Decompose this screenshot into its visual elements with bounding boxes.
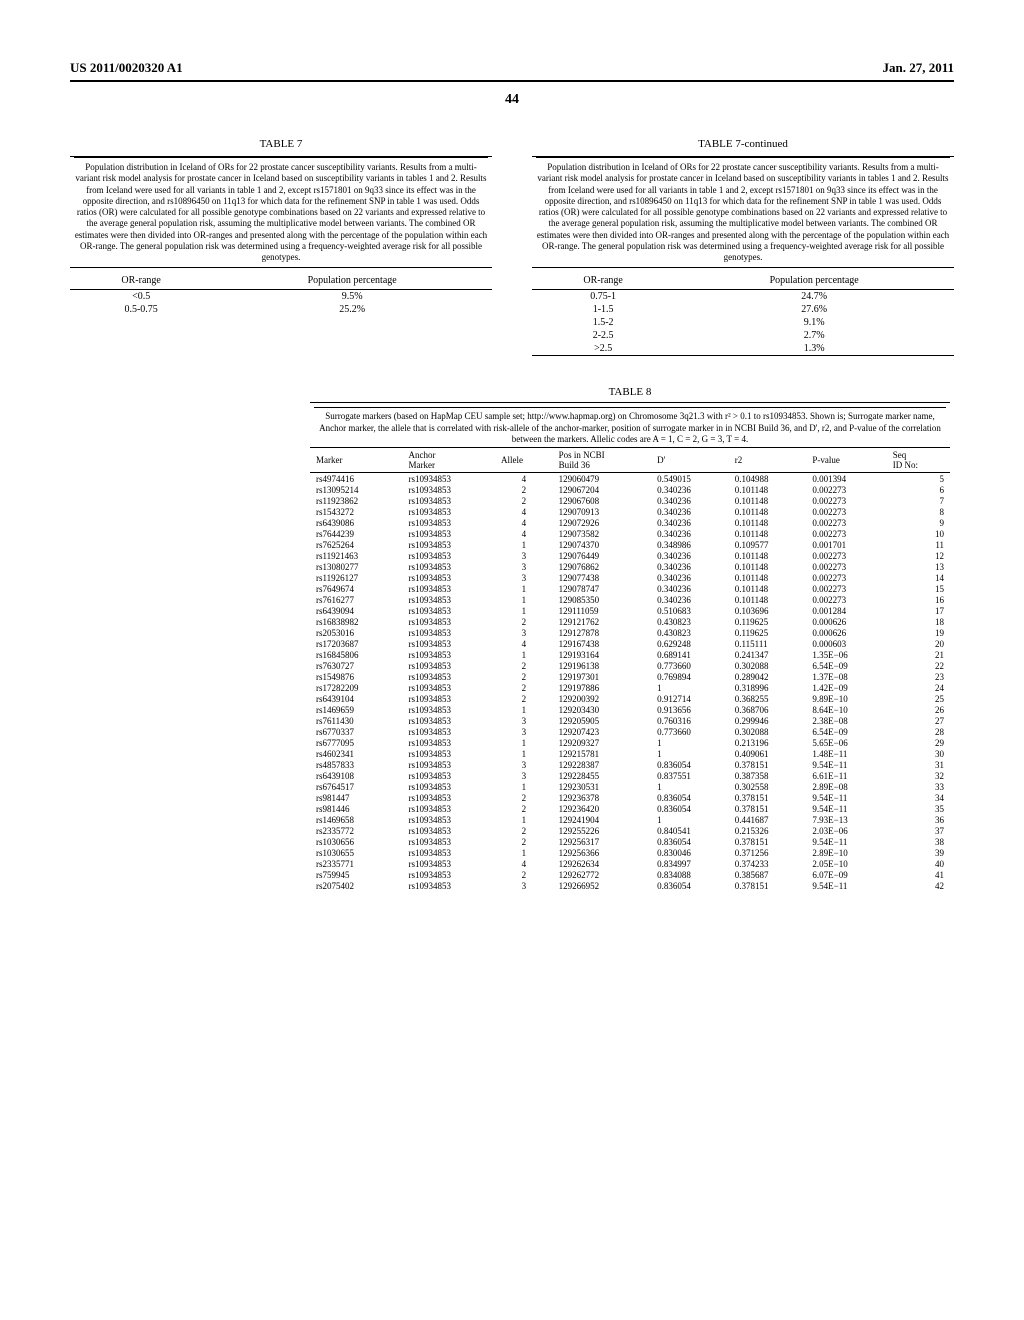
table-row: rs17282209rs10934853212919788610.3189961…: [310, 682, 950, 693]
table-row: 0.5-0.7525.2%: [70, 303, 492, 316]
table-row: rs11921463rs1093485331290764490.3402360.…: [310, 550, 950, 561]
table8-caption: Surrogate markers (based on HapMap CEU s…: [310, 402, 950, 448]
table-row: 1.5-29.1%: [532, 316, 954, 329]
table-row: rs6439104rs1093485321292003920.9127140.3…: [310, 693, 950, 704]
table-row: rs1549876rs1093485321291973010.7698940.2…: [310, 671, 950, 682]
table-row: rs17203687rs1093485341291674380.6292480.…: [310, 638, 950, 649]
table-row: rs759945rs1093485321292627720.8340880.38…: [310, 869, 950, 880]
table-row: rs2335771rs1093485341292626340.8349970.3…: [310, 858, 950, 869]
table-row: rs13080277rs1093485331290768620.3402360.…: [310, 561, 950, 572]
table-row: rs1469659rs1093485311292034300.9136560.3…: [310, 704, 950, 715]
table8-title: TABLE 8: [310, 386, 950, 398]
right-column: TABLE 7-continued Population distributio…: [532, 138, 954, 356]
table-row: rs981447rs1093485321292363780.8360540.37…: [310, 792, 950, 803]
table-row: rs2053016rs1093485331291278780.4308230.1…: [310, 627, 950, 638]
table7-caption-left: Population distribution in Iceland of OR…: [70, 156, 492, 268]
table-row: rs11923862rs1093485321290676080.3402360.…: [310, 495, 950, 506]
table-row: rs11926127rs1093485331290774380.3402360.…: [310, 572, 950, 583]
col-header: Allele: [495, 448, 553, 472]
table-row: rs16838982rs1093485321291217620.4308230.…: [310, 616, 950, 627]
col-header: SeqID No:: [887, 448, 950, 472]
col-header: AnchorMarker: [402, 448, 494, 472]
table-row: rs7625264rs1093485311290743700.3489860.1…: [310, 539, 950, 550]
table8: MarkerAnchorMarkerAllelePos in NCBIBuild…: [310, 448, 950, 891]
table-row: rs7649674rs1093485311290787470.3402360.1…: [310, 583, 950, 594]
table-row: rs6439086rs1093485341290729260.3402360.1…: [310, 517, 950, 528]
col-pop: Population percentage: [674, 272, 954, 289]
table-row: rs2335772rs1093485321292552260.8405410.2…: [310, 825, 950, 836]
table-row: rs4602341rs10934853112921578110.4090611.…: [310, 748, 950, 759]
table-row: rs6777095rs10934853112920932710.2131965.…: [310, 737, 950, 748]
table8-wrap: TABLE 8 Surrogate markers (based on HapM…: [310, 386, 950, 891]
col-header: Marker: [310, 448, 402, 472]
col-or: OR-range: [70, 272, 212, 289]
table-row: >2.51.3%: [532, 342, 954, 355]
table-row: rs6439094rs1093485311291110590.5106830.1…: [310, 605, 950, 616]
table7-title: TABLE 7: [70, 138, 492, 150]
table-row: 2-2.52.7%: [532, 329, 954, 342]
col-or: OR-range: [532, 272, 674, 289]
left-column: TABLE 7 Population distribution in Icela…: [70, 138, 492, 356]
pub-number: US 2011/0020320 A1: [70, 60, 183, 76]
col-header: P-value: [806, 448, 886, 472]
table-row: 0.75-124.7%: [532, 290, 954, 304]
table-row: rs7630727rs1093485321291961380.7736600.3…: [310, 660, 950, 671]
table7-caption-right: Population distribution in Iceland of OR…: [532, 156, 954, 268]
col-header: Pos in NCBIBuild 36: [553, 448, 651, 472]
table7-left: OR-range Population percentage <0.59.5%0…: [70, 272, 492, 316]
table7-title-cont: TABLE 7-continued: [532, 138, 954, 150]
table-row: rs1469658rs10934853112924190410.4416877.…: [310, 814, 950, 825]
table-row: rs7644239rs1093485341290735820.3402360.1…: [310, 528, 950, 539]
table7-right: OR-range Population percentage 0.75-124.…: [532, 272, 954, 356]
table-row: rs6764517rs10934853112923053110.3025582.…: [310, 781, 950, 792]
header-rule: [70, 80, 954, 82]
table-row: rs16845806rs1093485311291931640.6891410.…: [310, 649, 950, 660]
table-row: rs2075402rs1093485331292669520.8360540.3…: [310, 880, 950, 891]
col-pop: Population percentage: [212, 272, 492, 289]
table-row: rs4974416rs1093485341290604790.5490150.1…: [310, 473, 950, 485]
table-row: rs1543272rs1093485341290709130.3402360.1…: [310, 506, 950, 517]
pub-date: Jan. 27, 2011: [882, 60, 954, 76]
col-header: D': [651, 448, 729, 472]
table-row: rs1030656rs1093485321292563170.8360540.3…: [310, 836, 950, 847]
table-row: rs1030655rs1093485311292563660.8300460.3…: [310, 847, 950, 858]
table-row: rs981446rs1093485321292364200.8360540.37…: [310, 803, 950, 814]
page-number: 44: [70, 92, 954, 108]
table-row: 1-1.527.6%: [532, 303, 954, 316]
table-row: rs13095214rs1093485321290672040.3402360.…: [310, 484, 950, 495]
table-row: rs6439108rs1093485331292284550.8375510.3…: [310, 770, 950, 781]
table-row: rs7616277rs1093485311290853500.3402360.1…: [310, 594, 950, 605]
table-row: rs4857833rs1093485331292283870.8360540.3…: [310, 759, 950, 770]
table-row: <0.59.5%: [70, 290, 492, 304]
table-row: rs6770337rs1093485331292074230.7736600.3…: [310, 726, 950, 737]
col-header: r2: [729, 448, 807, 472]
table-row: rs7611430rs1093485331292059050.7603160.2…: [310, 715, 950, 726]
